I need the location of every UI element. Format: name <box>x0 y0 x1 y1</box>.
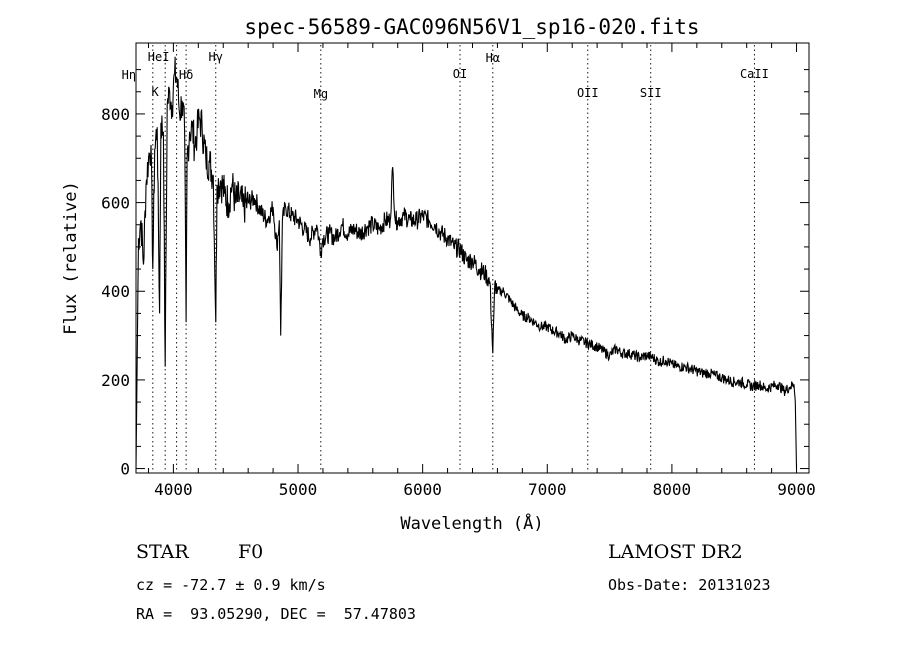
x-tick-label: 8000 <box>653 480 692 499</box>
x-axis-label: Wavelength (Å) <box>400 512 543 534</box>
y-tick-label: 0 <box>120 460 130 479</box>
y-axis-label: Flux (relative) <box>61 181 81 335</box>
line-marker-label: Hη <box>122 68 136 82</box>
line-marker-label: OI <box>453 67 467 81</box>
object-subclass: F0 <box>238 541 264 563</box>
line-markers: HeI Hη K Hδ Hγ Mg OI Hα OII SII CaII <box>122 45 769 473</box>
y-tick-label: 600 <box>101 194 130 213</box>
object-class: STAR <box>136 541 189 563</box>
spectrum-line <box>135 56 798 469</box>
x-tick-label: 6000 <box>403 480 442 499</box>
line-marker-label: HeI <box>148 50 170 64</box>
x-tick-label: 4000 <box>154 480 193 499</box>
x-tick-label: 9000 <box>777 480 816 499</box>
line-marker-label: SII <box>640 86 662 100</box>
line-marker-label: OII <box>577 86 599 100</box>
y-tick-label: 200 <box>101 371 130 390</box>
x-tick-label: 7000 <box>528 480 567 499</box>
y-tick-label: 400 <box>101 282 130 301</box>
chart-title: spec-56589-GAC096N56V1_sp16-020.fits <box>244 15 699 39</box>
y-tick-label: 800 <box>101 105 130 124</box>
line-marker-label: K <box>152 85 160 99</box>
line-marker-label: CaII <box>740 67 769 81</box>
line-marker-label: Hα <box>486 51 500 65</box>
coordinates: RA = 93.05290, DEC = 57.47803 <box>136 605 416 623</box>
line-marker-label: Hδ <box>179 68 193 82</box>
axes: 4000 5000 6000 7000 8000 9000 0 200 400 600 800 <box>101 43 816 499</box>
redshift-velocity: cz = -72.7 ± 0.9 km/s <box>136 576 326 594</box>
line-marker-label: Hγ <box>209 50 223 64</box>
x-tick-label: 5000 <box>279 480 318 499</box>
line-marker-label: Mg <box>314 87 328 101</box>
observation-date: Obs-Date: 20131023 <box>608 576 771 594</box>
survey-name: LAMOST DR2 <box>608 541 743 563</box>
